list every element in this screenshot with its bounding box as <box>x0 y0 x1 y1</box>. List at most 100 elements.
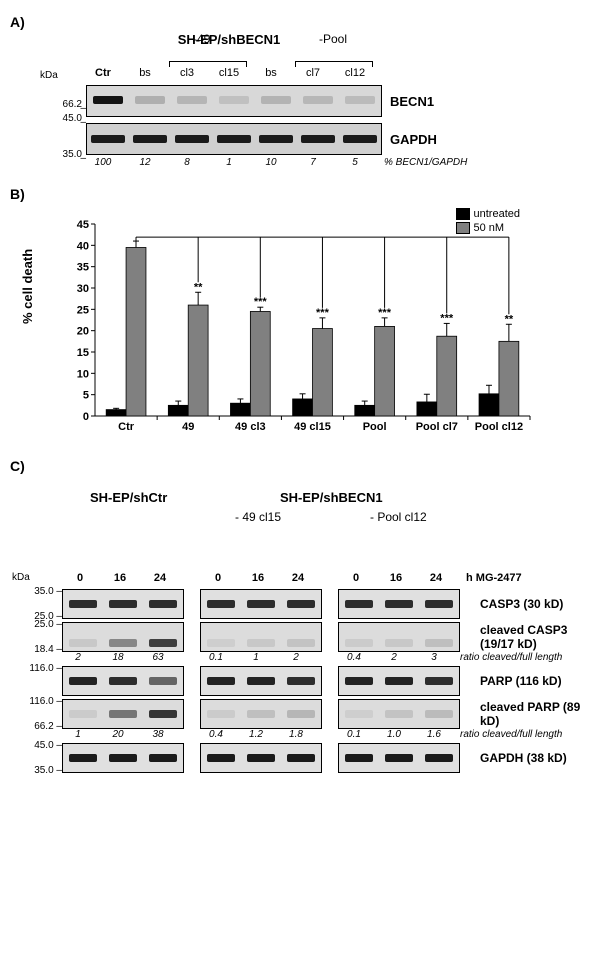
ratio-value: 1 <box>58 729 98 740</box>
western-blot <box>338 743 460 773</box>
ratio-value: 100 <box>82 157 124 168</box>
timepoint-label: 16 <box>376 572 416 586</box>
timepoint-label: 16 <box>100 572 140 586</box>
ratio-value: 8 <box>166 157 208 168</box>
kda-mark: 25.0 – <box>34 619 62 630</box>
ratio-value: 3 <box>414 652 454 663</box>
timepoint-label: 24 <box>140 572 180 586</box>
kda-mark: 45.0 – <box>34 740 62 751</box>
ratios-label: % BECN1/GAPDH <box>384 157 467 168</box>
western-blot <box>62 699 184 729</box>
svg-text:15: 15 <box>77 347 89 359</box>
svg-text:25: 25 <box>77 304 89 316</box>
timepoint-label: 0 <box>198 572 238 586</box>
svg-text:30: 30 <box>77 283 89 295</box>
ratio-row: 120380.41.21.80.11.01.6ratio cleaved/ful… <box>58 729 590 740</box>
timepoint-label: 24 <box>416 572 456 586</box>
western-blot <box>338 699 460 729</box>
ratio-value: 18 <box>98 652 138 663</box>
timepoint-label: 16 <box>238 572 278 586</box>
western-blot <box>338 589 460 619</box>
svg-text:40: 40 <box>77 240 89 252</box>
group-label: -49 <box>193 32 210 46</box>
kda-label: kDa <box>12 572 30 583</box>
lane-label: cl12 <box>334 67 376 81</box>
ratio-value: 20 <box>98 729 138 740</box>
lane-label: cl3 <box>166 67 208 81</box>
ratio-value: 2 <box>58 652 98 663</box>
lane-label: bs <box>250 67 292 81</box>
ratio-value: 1.2 <box>236 729 276 740</box>
blot-row: 116.0 –66.2 –cleaved PARP (89 kD) <box>18 699 590 729</box>
protein-label: GAPDH <box>390 132 437 147</box>
ratio-value: 38 <box>138 729 178 740</box>
ratio-value: 0.1 <box>334 729 374 740</box>
western-blot <box>200 699 322 729</box>
blot-row: 45.0 –35.0 –GAPDH (38 kD) <box>18 743 590 773</box>
protein-label: BECN1 <box>390 94 434 109</box>
group-title: SH-EP/shCtr <box>90 490 167 505</box>
western-blot <box>338 622 460 652</box>
chart-ylabel: % cell death <box>20 249 35 324</box>
svg-text:Ctr: Ctr <box>118 421 135 433</box>
ratio-value: 10 <box>250 157 292 168</box>
legend-item: untreated <box>456 208 520 220</box>
svg-text:Pool cl12: Pool cl12 <box>475 421 523 433</box>
kda-mark: 18.4 – <box>34 644 62 655</box>
svg-text:49 cl15: 49 cl15 <box>294 421 331 433</box>
panel-a-groups: -49-Pool <box>82 47 376 67</box>
panel-a-label: A) <box>10 14 590 30</box>
lane-label: bs <box>124 67 166 81</box>
western-blot <box>62 743 184 773</box>
ratio-value: 1.6 <box>414 729 454 740</box>
protein-label: cleaved CASP3 (19/17 kD) <box>480 623 590 651</box>
svg-text:10: 10 <box>77 368 89 380</box>
ratio-value: 5 <box>334 157 376 168</box>
svg-text:***: *** <box>440 312 454 324</box>
western-blot <box>62 622 184 652</box>
ratio-value: 2 <box>374 652 414 663</box>
lane-header-right: h MG-2477 <box>466 572 522 586</box>
kda-mark: 35.0 – <box>34 586 62 597</box>
svg-text:49 cl3: 49 cl3 <box>235 421 266 433</box>
chart-legend: untreated 50 nM <box>456 208 520 236</box>
ratio-row: 218630.1120.423ratio cleaved/full length <box>58 652 590 663</box>
ratio-value: 1.0 <box>374 729 414 740</box>
legend-item: 50 nM <box>456 222 520 234</box>
kda-label: kDa <box>40 70 58 81</box>
svg-text:20: 20 <box>77 326 89 338</box>
blot-becn1 <box>86 85 382 117</box>
kda-mark: 35.0 – <box>34 765 62 776</box>
kda-mark: 116.0 – <box>29 663 62 674</box>
panel-a-lane-labels: Ctrbscl3cl15bscl7cl12 <box>82 67 376 81</box>
ratio-value: 2 <box>276 652 316 663</box>
kda-mark: 35.0 <box>63 149 82 160</box>
timepoint-label: 0 <box>336 572 376 586</box>
western-blot <box>200 666 322 696</box>
svg-text:**: ** <box>505 313 514 325</box>
blot-row: 116.0 –PARP (116 kD) <box>18 666 590 696</box>
blot-row-gapdh: GAPDH <box>40 123 590 155</box>
svg-text:0: 0 <box>83 411 89 423</box>
panel-c: SH-EP/shCtrSH-EP/shBECN1- 49 cl15- Pool … <box>10 490 590 773</box>
svg-text:49: 49 <box>182 421 194 433</box>
kda-mark: 66.2 <box>63 99 82 110</box>
western-blot <box>200 589 322 619</box>
western-blot <box>62 666 184 696</box>
kda-mark: 116.0 – <box>29 696 62 707</box>
blot-row: 35.0 –25.0 –CASP3 (30 kD) <box>18 589 590 619</box>
bar-chart: 051015202530354045Ctr4949 cl349 cl15Pool… <box>60 214 540 444</box>
panel-c-label: C) <box>10 458 590 474</box>
western-blot <box>338 666 460 696</box>
kda-mark: 66.2 – <box>34 721 62 732</box>
ratio-label: ratio cleaved/full length <box>460 652 562 663</box>
svg-text:***: *** <box>254 296 268 308</box>
svg-text:***: *** <box>378 307 392 319</box>
group-title: SH-EP/shBECN1 <box>280 490 383 505</box>
ratio-value: 1 <box>236 652 276 663</box>
ratio-value: 1 <box>208 157 250 168</box>
sub-title: - Pool cl12 <box>370 510 427 524</box>
svg-text:Pool: Pool <box>363 421 387 433</box>
svg-text:45: 45 <box>77 219 89 231</box>
timepoint-label: 0 <box>60 572 100 586</box>
